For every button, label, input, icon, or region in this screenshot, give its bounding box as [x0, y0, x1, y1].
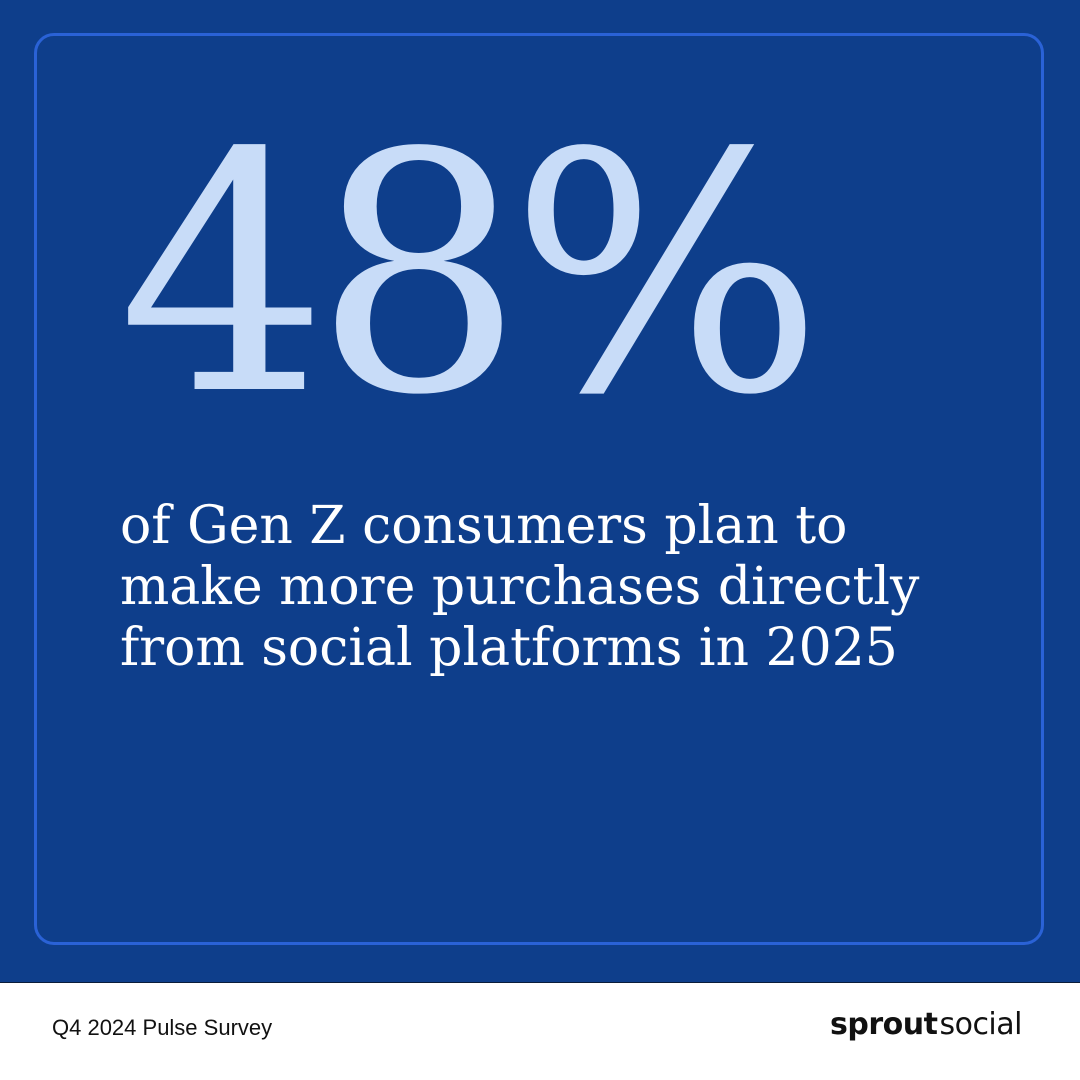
logo-word-sprout: sprout	[830, 1007, 938, 1042]
stat-value: 48%	[118, 83, 823, 467]
stat-description: of Gen Z consumers plan to make more pur…	[120, 496, 920, 678]
survey-caption: Q4 2024 Pulse Survey	[52, 1015, 273, 1040]
content-frame	[34, 33, 1044, 945]
footer-bar: Q4 2024 Pulse Survey sproutsocial	[0, 982, 1080, 1080]
sproutsocial-logo: sproutsocial	[830, 1007, 1022, 1042]
logo-word-social: social	[939, 1007, 1022, 1042]
